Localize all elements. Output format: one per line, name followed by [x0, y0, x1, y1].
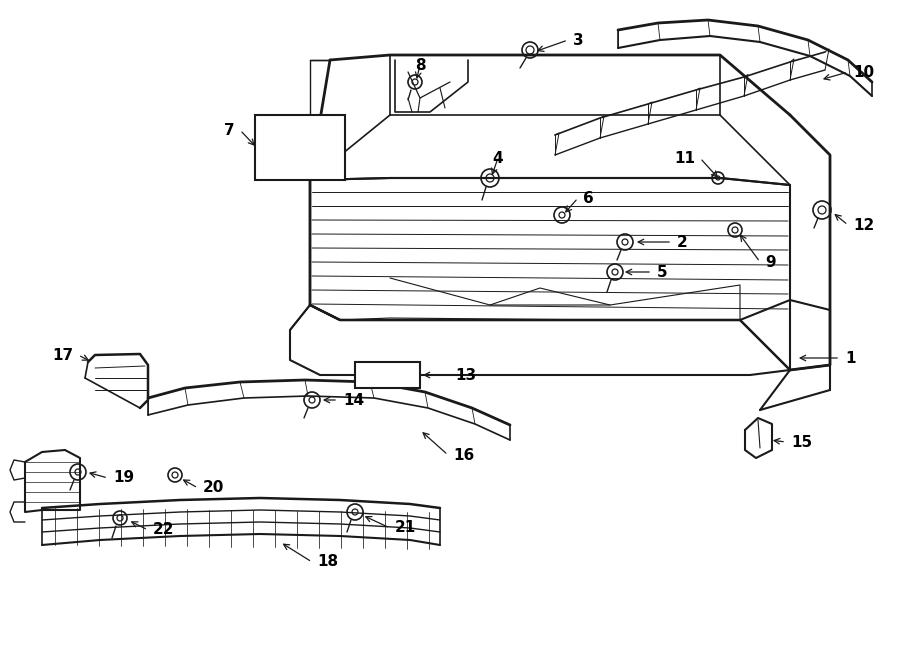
Text: 20: 20	[203, 481, 224, 495]
Text: 8: 8	[415, 58, 426, 73]
Text: 5: 5	[657, 265, 668, 279]
Text: 12: 12	[853, 218, 874, 232]
Text: 19: 19	[113, 471, 134, 485]
Text: 14: 14	[343, 393, 364, 408]
Bar	[255, 115, 345, 180]
Text: 4: 4	[492, 150, 503, 166]
Text: 17: 17	[52, 348, 73, 363]
Text: 9: 9	[765, 254, 776, 269]
Text: 22: 22	[153, 522, 175, 538]
Text: 6: 6	[583, 191, 594, 205]
Text: 11: 11	[674, 150, 695, 166]
Text: 10: 10	[853, 64, 874, 79]
Bar	[355, 362, 420, 388]
Text: 2: 2	[677, 234, 688, 250]
Text: 18: 18	[317, 555, 338, 569]
Text: 7: 7	[224, 122, 235, 138]
Text: 15: 15	[791, 434, 812, 449]
Text: 16: 16	[453, 448, 474, 463]
Text: 13: 13	[455, 367, 476, 383]
Text: 21: 21	[395, 520, 417, 536]
Text: 3: 3	[573, 32, 583, 48]
Text: 1: 1	[845, 350, 856, 365]
